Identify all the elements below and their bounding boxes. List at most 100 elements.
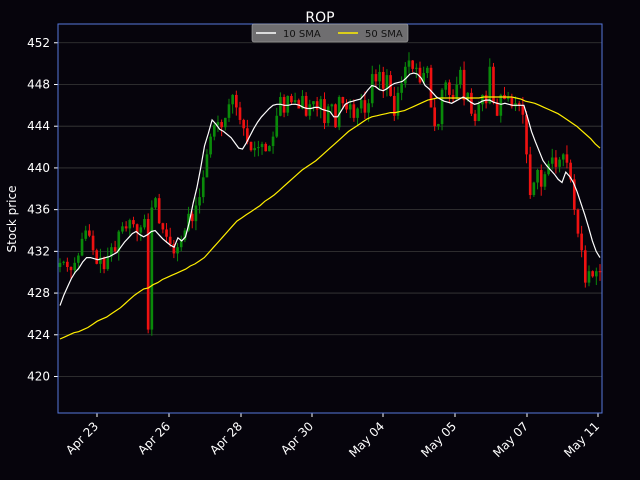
candle-up bbox=[194, 205, 198, 222]
candle-down bbox=[172, 244, 176, 254]
candle-down bbox=[235, 94, 238, 108]
candle-down bbox=[315, 101, 319, 110]
candle-up bbox=[532, 182, 536, 196]
candle-down bbox=[66, 261, 69, 267]
candle-up bbox=[595, 271, 598, 277]
candle-up bbox=[257, 147, 260, 149]
candle-up bbox=[547, 163, 550, 175]
candle-down bbox=[157, 198, 161, 224]
candle-down bbox=[492, 66, 495, 103]
candle-down bbox=[392, 95, 396, 116]
legend: 10 SMA 50 SMA bbox=[251, 23, 409, 43]
candle-up bbox=[308, 104, 312, 116]
candle-up bbox=[426, 67, 429, 74]
candle-up bbox=[326, 106, 330, 124]
candle-down bbox=[554, 157, 558, 167]
candle-up bbox=[77, 255, 80, 263]
candle-up bbox=[223, 117, 227, 128]
candle-up bbox=[128, 220, 132, 229]
candle-down bbox=[352, 104, 356, 118]
candle-up bbox=[106, 256, 110, 270]
candle-down bbox=[448, 82, 451, 95]
candle-up bbox=[187, 213, 190, 231]
candle-down bbox=[220, 122, 223, 128]
candle-up bbox=[466, 92, 470, 101]
candle-up bbox=[312, 101, 315, 105]
candle-up bbox=[117, 231, 121, 252]
candle-down bbox=[88, 230, 91, 236]
y-tick-label: 444 bbox=[27, 119, 50, 133]
candle-up bbox=[110, 247, 113, 257]
candle-down bbox=[569, 162, 572, 180]
candle-up bbox=[139, 227, 143, 233]
candle-up bbox=[488, 66, 492, 104]
candle-up bbox=[205, 154, 209, 178]
candle-up bbox=[209, 136, 212, 155]
candle-up bbox=[301, 95, 304, 109]
candle-up bbox=[396, 92, 400, 116]
candle-down bbox=[381, 71, 385, 89]
candle-up bbox=[183, 230, 187, 240]
y-axis-label: Stock price bbox=[5, 186, 19, 253]
candle-up bbox=[415, 67, 418, 69]
candle-down bbox=[91, 235, 95, 251]
candle-down bbox=[69, 266, 73, 271]
candle-up bbox=[58, 262, 62, 267]
candle-up bbox=[477, 104, 481, 121]
candle-up bbox=[216, 122, 220, 126]
candle-down bbox=[249, 141, 253, 151]
candle-up bbox=[286, 95, 290, 113]
candle-up bbox=[319, 99, 323, 110]
y-tick-label: 452 bbox=[27, 36, 50, 50]
candle-down bbox=[521, 105, 525, 115]
y-tick-label: 420 bbox=[27, 369, 50, 383]
candle-down bbox=[525, 114, 528, 155]
y-tick-label: 448 bbox=[27, 77, 50, 91]
x-tick-label: May 11 bbox=[561, 419, 602, 460]
candle-down bbox=[135, 224, 139, 233]
candle-up bbox=[271, 136, 275, 147]
candle-up bbox=[444, 82, 448, 90]
candle-up bbox=[407, 60, 411, 67]
candle-up bbox=[370, 74, 374, 104]
candle-up bbox=[201, 177, 205, 198]
candle-up bbox=[73, 262, 77, 271]
candle-down bbox=[264, 143, 268, 152]
chart-title: ROP bbox=[305, 10, 334, 26]
candle-down bbox=[132, 220, 135, 225]
candle-down bbox=[591, 271, 594, 277]
candle-up bbox=[84, 230, 88, 239]
candle-up bbox=[154, 198, 157, 208]
candle-down bbox=[238, 107, 242, 120]
candle-up bbox=[400, 83, 403, 93]
candle-up bbox=[337, 97, 341, 128]
candle-down bbox=[598, 271, 602, 273]
candle-down bbox=[323, 99, 326, 124]
candle-up bbox=[558, 159, 561, 167]
candle-up bbox=[403, 66, 407, 84]
candle-up bbox=[499, 94, 503, 116]
candle-up bbox=[198, 197, 201, 206]
candle-up bbox=[587, 271, 591, 283]
candle-up bbox=[422, 73, 425, 83]
candle-down bbox=[334, 104, 337, 128]
candle-down bbox=[297, 100, 301, 109]
x-tick-label: May 07 bbox=[490, 419, 531, 460]
candle-down bbox=[411, 60, 414, 69]
candle-up bbox=[536, 170, 539, 183]
x-tick-label: Apr 30 bbox=[278, 419, 316, 457]
legend-box bbox=[251, 23, 409, 43]
candle-down bbox=[528, 154, 532, 196]
candle-up bbox=[385, 75, 389, 89]
candle-up bbox=[481, 94, 484, 105]
candle-down bbox=[473, 113, 477, 121]
candle-up bbox=[260, 143, 264, 148]
candle-down bbox=[161, 223, 165, 230]
candle-down bbox=[572, 179, 576, 210]
candle-down bbox=[95, 250, 99, 264]
x-tick-label: Apr 28 bbox=[207, 419, 245, 457]
candle-up bbox=[176, 247, 179, 254]
candle-up bbox=[330, 104, 334, 107]
candle-up bbox=[561, 154, 565, 160]
